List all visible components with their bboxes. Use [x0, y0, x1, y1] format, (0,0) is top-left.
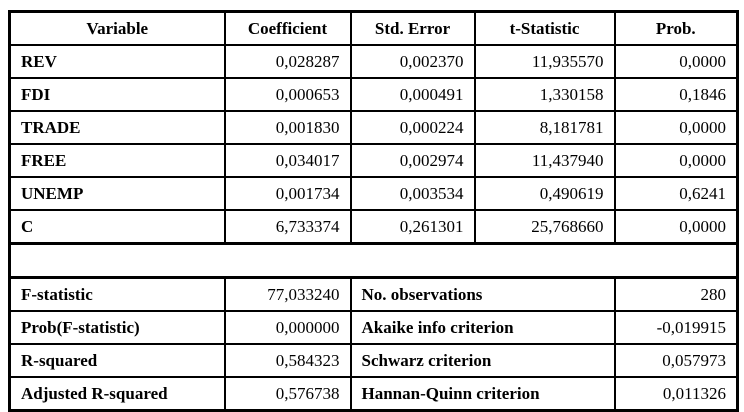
- trade-std-error: 0,000224: [349, 110, 476, 145]
- fdi-std-error: 0,000491: [349, 77, 476, 112]
- prob-f-statistic-label: Prob(F-statistic): [8, 310, 226, 345]
- c-coefficient: 6,733374: [223, 209, 352, 245]
- column-header-variable: Variable: [8, 10, 226, 46]
- hannan-quinn-criterion-label: Hannan-Quinn criterion: [349, 376, 616, 412]
- rev-coefficient: 0,028287: [223, 44, 352, 79]
- table-row-unemp: UNEMP 0,001734 0,003534 0,490619 0,6241: [8, 176, 739, 211]
- unemp-coefficient: 0,001734: [223, 176, 352, 211]
- schwarz-criterion-value: 0,057973: [613, 343, 739, 378]
- prob-f-statistic-value: 0,000000: [223, 310, 352, 345]
- column-header-std-error: Std. Error: [349, 10, 476, 46]
- trade-coefficient: 0,001830: [223, 110, 352, 145]
- f-statistic-value: 77,033240: [223, 276, 352, 312]
- column-header-coefficient: Coefficient: [223, 10, 352, 46]
- rev-prob: 0,0000: [613, 44, 739, 79]
- unemp-variable-label: UNEMP: [8, 176, 226, 211]
- summary-row-adjusted-r-squared: Adjusted R-squared 0,576738 Hannan-Quinn…: [8, 376, 739, 412]
- free-variable-label: FREE: [8, 143, 226, 178]
- unemp-t-statistic: 0,490619: [473, 176, 616, 211]
- free-std-error: 0,002974: [349, 143, 476, 178]
- column-header-t-statistic: t-Statistic: [473, 10, 616, 46]
- c-t-statistic: 25,768660: [473, 209, 616, 245]
- fdi-variable-label: FDI: [8, 77, 226, 112]
- table-row-fdi: FDI 0,000653 0,000491 1,330158 0,1846: [8, 77, 739, 112]
- adjusted-r-squared-value: 0,576738: [223, 376, 352, 412]
- column-header-prob: Prob.: [613, 10, 739, 46]
- akaike-criterion-value: -0,019915: [613, 310, 739, 345]
- spacer-cell: [9, 242, 738, 279]
- trade-t-statistic: 8,181781: [473, 110, 616, 145]
- summary-row-prob-f-statistic: Prob(F-statistic) 0,000000 Akaike info c…: [8, 310, 739, 345]
- adjusted-r-squared-label: Adjusted R-squared: [8, 376, 226, 412]
- summary-row-r-squared: R-squared 0,584323 Schwarz criterion 0,0…: [8, 343, 739, 378]
- fdi-coefficient: 0,000653: [223, 77, 352, 112]
- c-std-error: 0,261301: [349, 209, 476, 245]
- hannan-quinn-criterion-value: 0,011326: [613, 376, 739, 412]
- trade-prob: 0,0000: [613, 110, 739, 145]
- rev-t-statistic: 11,935570: [473, 44, 616, 79]
- free-coefficient: 0,034017: [223, 143, 352, 178]
- akaike-criterion-label: Akaike info criterion: [349, 310, 616, 345]
- table-row-c: C 6,733374 0,261301 25,768660 0,0000: [8, 209, 739, 245]
- spacer-row: [9, 242, 738, 279]
- regression-results-table: Variable Coefficient Std. Error t-Statis…: [8, 10, 739, 412]
- summary-row-f-statistic: F-statistic 77,033240 No. observations 2…: [8, 276, 739, 312]
- table-row-free: FREE 0,034017 0,002974 11,437940 0,0000: [8, 143, 739, 178]
- no-observations-label: No. observations: [349, 276, 616, 312]
- r-squared-label: R-squared: [8, 343, 226, 378]
- fdi-t-statistic: 1,330158: [473, 77, 616, 112]
- unemp-std-error: 0,003534: [349, 176, 476, 211]
- rev-std-error: 0,002370: [349, 44, 476, 79]
- no-observations-value: 280: [613, 276, 739, 312]
- table-row-trade: TRADE 0,001830 0,000224 8,181781 0,0000: [8, 110, 739, 145]
- schwarz-criterion-label: Schwarz criterion: [349, 343, 616, 378]
- header-row: Variable Coefficient Std. Error t-Statis…: [8, 10, 739, 46]
- r-squared-value: 0,584323: [223, 343, 352, 378]
- f-statistic-label: F-statistic: [8, 276, 226, 312]
- free-prob: 0,0000: [613, 143, 739, 178]
- trade-variable-label: TRADE: [8, 110, 226, 145]
- unemp-prob: 0,6241: [613, 176, 739, 211]
- c-prob: 0,0000: [613, 209, 739, 245]
- c-variable-label: C: [8, 209, 226, 245]
- fdi-prob: 0,1846: [613, 77, 739, 112]
- free-t-statistic: 11,437940: [473, 143, 616, 178]
- rev-variable-label: REV: [8, 44, 226, 79]
- table-row-rev: REV 0,028287 0,002370 11,935570 0,0000: [8, 44, 739, 79]
